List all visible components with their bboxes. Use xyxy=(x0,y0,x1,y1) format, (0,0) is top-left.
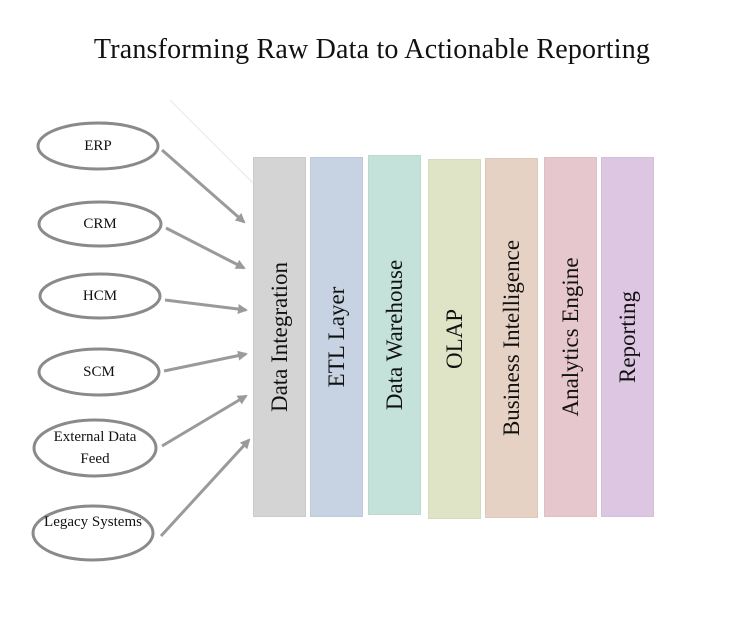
layer-column-analytics-engine: Analytics Engine xyxy=(544,157,597,517)
source-label-external-data-feed: External Data Feed xyxy=(53,429,137,467)
layer-label: Data Warehouse xyxy=(381,259,407,411)
arrow-crm xyxy=(165,226,246,270)
source-ellipse-erp xyxy=(36,121,160,171)
layer-label: Analytics Engine xyxy=(557,257,583,417)
source-ellipse-hcm xyxy=(38,272,162,320)
layer-label: Business Intelligence xyxy=(498,239,524,437)
source-label-hcm: HCM xyxy=(82,288,118,304)
arrow-erp xyxy=(161,148,246,224)
layer-label: ETL Layer xyxy=(323,286,349,388)
source-ellipse-crm xyxy=(37,200,163,248)
source-ellipse-external-data-feed xyxy=(32,418,158,478)
layer-column-business-intelligence: Business Intelligence xyxy=(485,158,538,518)
arrow-scm xyxy=(163,350,248,373)
arrow-hcm xyxy=(164,298,248,314)
source-ellipse-legacy-systems xyxy=(31,504,155,562)
layer-label: Data Integration xyxy=(266,261,292,413)
source-label-legacy-systems: Legacy Systems xyxy=(44,514,142,530)
arrow-external-data-feed xyxy=(161,394,248,448)
layer-label: OLAP xyxy=(441,308,467,370)
source-label-crm: CRM xyxy=(83,216,117,232)
arrow-legacy-systems xyxy=(159,438,251,538)
layer-column-data-warehouse: Data Warehouse xyxy=(368,155,421,515)
layer-column-olap: OLAP xyxy=(428,159,481,519)
source-label-erp: ERP xyxy=(84,138,112,154)
source-label-scm: SCM xyxy=(83,364,115,380)
layer-label: Reporting xyxy=(614,291,640,383)
layer-column-data-integration: Data Integration xyxy=(253,157,306,517)
layer-column-reporting: Reporting xyxy=(601,157,654,517)
source-ellipse-scm xyxy=(37,347,161,397)
layer-column-etl-layer: ETL Layer xyxy=(310,157,363,517)
diagram-title: Transforming Raw Data to Actionable Repo… xyxy=(93,34,651,65)
